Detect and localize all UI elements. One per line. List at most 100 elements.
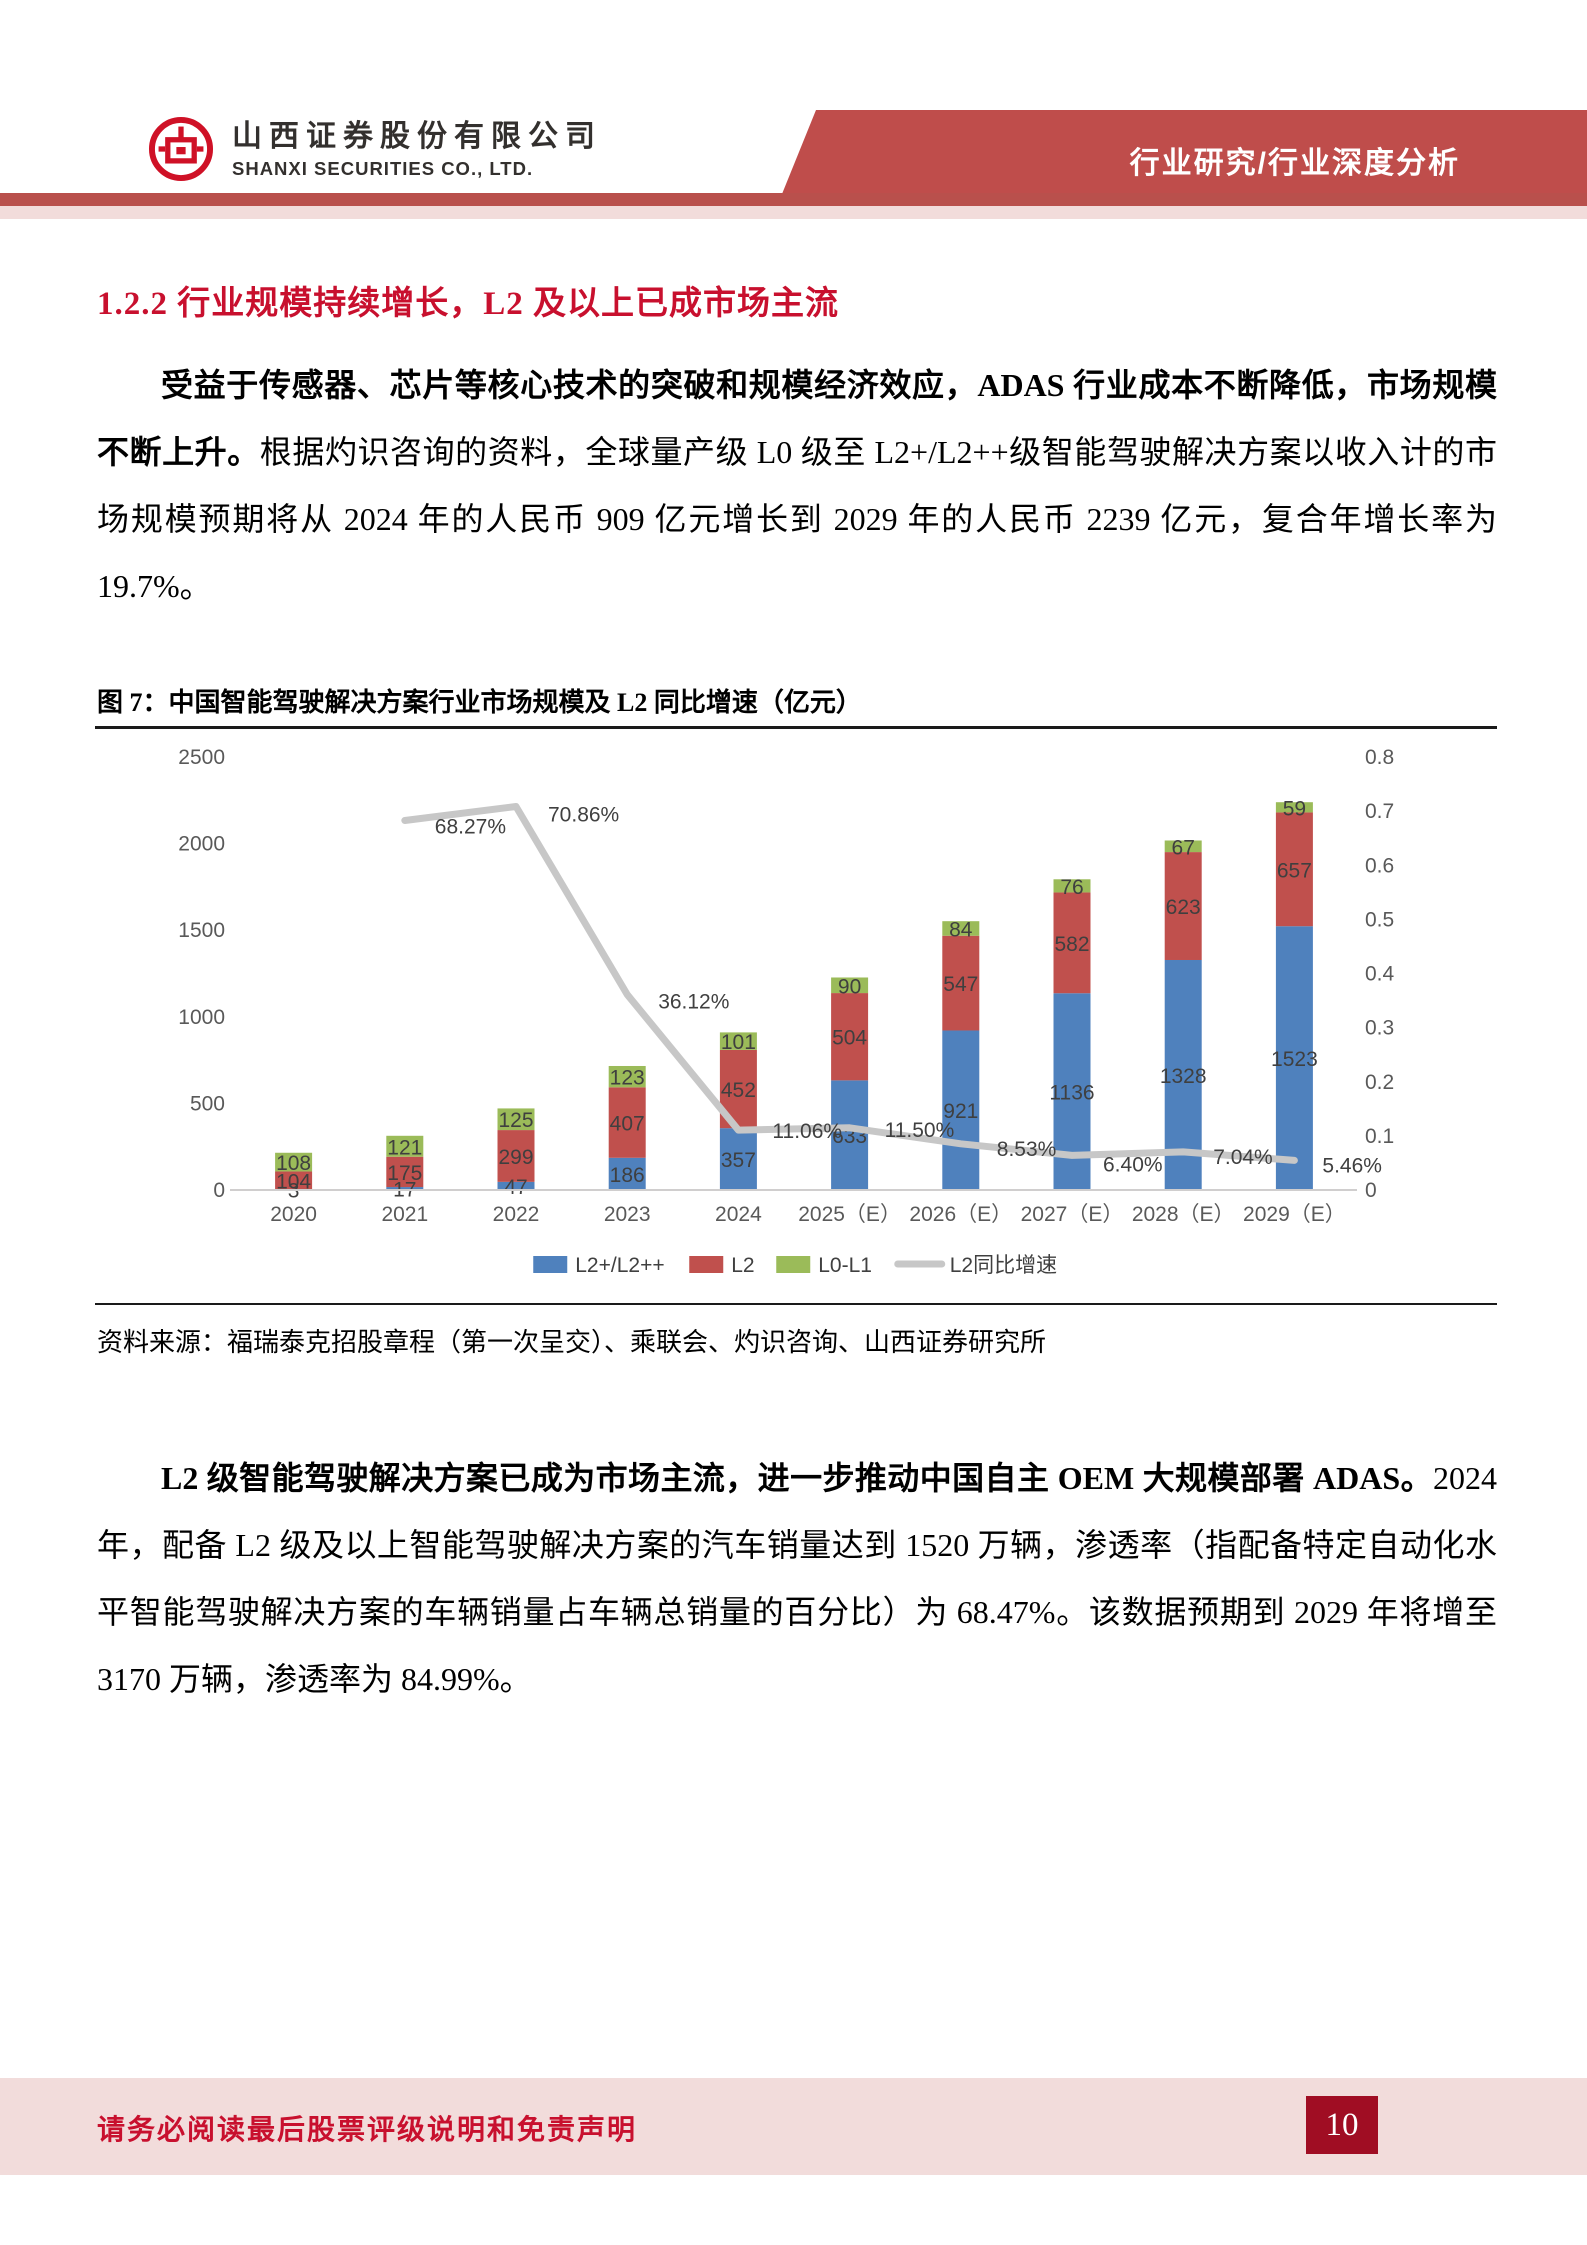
legend-label: L2同比增速 [950,1254,1057,1277]
svg-text:2500: 2500 [178,746,225,769]
growth-line [401,803,1298,1164]
bar-segment [497,1181,535,1190]
bar-segment [386,1156,424,1188]
svg-text:452: 452 [721,1079,756,1102]
svg-text:108: 108 [276,1152,311,1175]
legend-swatch [533,1256,568,1273]
svg-text:36.12%: 36.12% [658,991,729,1014]
bar-segment [275,1171,313,1190]
bar-segment [386,1135,424,1157]
svg-text:504: 504 [832,1027,867,1050]
figure-bottom-rule [95,1303,1497,1305]
svg-text:104: 104 [276,1170,311,1193]
svg-text:2000: 2000 [178,833,225,856]
figure-source: 资料来源：福瑞泰克招股章程（第一次呈交）、乘联会、灼识咨询、山西证券研究所 [97,1328,1047,1357]
svg-text:5.46%: 5.46% [1322,1154,1382,1177]
bar-segment [831,993,869,1081]
bar-segment [942,1030,980,1190]
svg-text:2026（E）: 2026（E） [909,1203,1012,1226]
svg-text:186: 186 [610,1164,645,1187]
bar-segment [1275,802,1313,813]
svg-text:0.4: 0.4 [1365,963,1395,986]
paragraph-1-bold: 受益于传感器、芯片等核心技术的突破和规模经济效应，ADAS 行业成本不断降低，市… [97,367,1497,470]
line-labels-group: 68.27% 70.86% 36.12% 11.06% 11.50% 8.53% 6.40%… [435,803,1382,1177]
svg-text:2021: 2021 [381,1203,428,1226]
svg-text:7.04%: 7.04% [1213,1146,1273,1169]
svg-text:0.8: 0.8 [1365,746,1394,769]
svg-text:921: 921 [943,1100,978,1123]
bar-segment [719,1128,757,1190]
bar-segment [275,1152,313,1172]
svg-text:68.27%: 68.27% [435,815,506,838]
header-divider-red [0,193,1587,206]
svg-text:623: 623 [1166,896,1201,919]
bar-segment [1053,879,1091,893]
figure-top-rule [95,726,1497,729]
svg-text:1500: 1500 [178,919,225,942]
svg-text:59: 59 [1283,797,1306,820]
paragraph-1: 受益于传感器、芯片等核心技术的突破和规模经济效应，ADAS 行业成本不断降低，市… [97,352,1497,620]
chart-legend: L2+/L2++ L2 L0-L1 L2同比增速 [533,1254,1057,1277]
svg-text:11.06%: 11.06% [772,1120,842,1143]
bar-segment [1053,892,1091,994]
svg-text:101: 101 [721,1031,756,1054]
svg-text:500: 500 [190,1092,225,1115]
legend-label: L2+/L2++ [575,1254,664,1277]
svg-text:357: 357 [721,1149,756,1172]
svg-text:11.50%: 11.50% [885,1119,955,1142]
header-divider-pink [0,206,1587,219]
company-name-en: SHANXI SECURITIES CO., LTD. [232,158,534,179]
svg-text:0: 0 [1365,1179,1377,1202]
page-number: 10 [1325,2106,1359,2143]
svg-text:2029（E）: 2029（E） [1243,1203,1346,1226]
svg-text:2028（E）: 2028（E） [1132,1203,1235,1226]
bar-segment [942,921,980,936]
bar-segment [719,1032,757,1050]
paragraph-2-bold: L2 级智能驾驶解决方案已成为市场主流，进一步推动中国自主 OEM 大规模部署 … [161,1460,1433,1496]
svg-text:0: 0 [213,1179,225,1202]
svg-text:2020: 2020 [270,1203,317,1226]
svg-text:0.6: 0.6 [1365,854,1394,877]
svg-text:2027（E）: 2027（E） [1021,1203,1124,1226]
svg-text:582: 582 [1054,933,1089,956]
bar-segment [831,1080,869,1190]
svg-text:47: 47 [504,1176,527,1199]
bar-segment [497,1130,535,1182]
chart-svg: 0 500 1000 1500 2000 2500 0 0.1 0.2 0.3 0.4 0.5 0.6 0… [178,746,1394,1277]
paragraph-2-rest: 2024 年，配备 L2 级及以上智能驾驶解决方案的汽车销量达到 1520 万辆… [97,1460,1497,1697]
svg-text:70.86%: 70.86% [548,803,619,826]
bar-segment [1275,926,1313,1190]
svg-text:1523: 1523 [1271,1048,1318,1071]
svg-text:657: 657 [1277,859,1312,882]
svg-text:299: 299 [498,1146,533,1169]
legend-swatch [689,1256,724,1273]
report-type-banner: 行业研究/行业深度分析 [782,110,1587,194]
legend-label: L2 [731,1254,754,1277]
figure-title: 图 7：中国智能驾驶解决方案行业市场规模及 L2 同比增速（亿元） [97,688,862,717]
company-name-cn: 山西证券股份有限公司 [232,120,602,153]
bar-segment [608,1065,646,1088]
axis-ticks: 0 500 1000 1500 2000 2500 0 0.1 0.2 0.3 0.4 0.5 0.6 0… [178,746,1394,1226]
svg-text:76: 76 [1060,876,1083,899]
page-number-badge: 10 [1306,2096,1378,2154]
svg-text:407: 407 [610,1113,645,1136]
svg-text:0.7: 0.7 [1365,800,1394,823]
bar-segment [1164,852,1202,960]
svg-text:125: 125 [498,1109,533,1132]
bar-segment [608,1087,646,1158]
svg-text:1328: 1328 [1160,1065,1207,1088]
bar-segment [608,1157,646,1190]
section-heading: 1.2.2 行业规模持续增长，L2 及以上已成市场主流 [97,286,840,322]
svg-text:90: 90 [838,975,861,998]
bar-segment [831,977,869,994]
bar-segment [497,1108,535,1131]
svg-text:1000: 1000 [178,1006,225,1029]
svg-text:8.53%: 8.53% [997,1138,1057,1161]
paragraph-2: L2 级智能驾驶解决方案已成为市场主流，进一步推动中国自主 OEM 大规模部署 … [97,1445,1497,1713]
market-size-chart: 0 500 1000 1500 2000 2500 0 0.1 0.2 0.3 0.4 0.5 0.6 0… [95,732,1495,1288]
svg-text:123: 123 [610,1067,645,1090]
svg-text:121: 121 [387,1136,422,1159]
company-name-block: 山西证券股份有限公司 SHANXI SECURITIES CO., LTD. [232,120,602,181]
bar-segment [1164,840,1202,853]
